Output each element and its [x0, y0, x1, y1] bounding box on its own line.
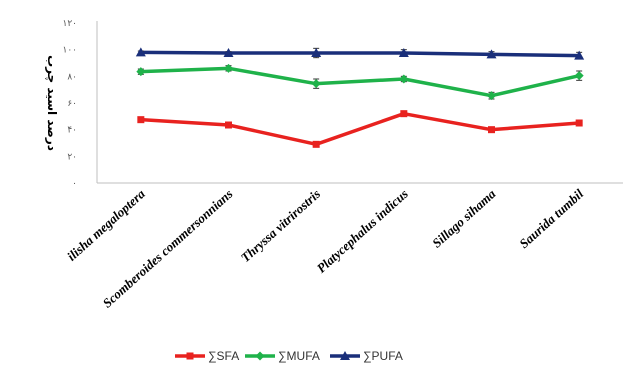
- x-tick-label: Saurida tumbil: [516, 186, 586, 251]
- data-point-pufa: [398, 48, 409, 57]
- data-point-pufa: [135, 47, 146, 57]
- legend-label: ∑MUFA: [278, 349, 320, 363]
- data-point-mufa: [136, 67, 146, 77]
- data-point-pufa: [311, 48, 322, 57]
- data-point-sfa: [312, 140, 320, 148]
- series-line-sfa: [139, 111, 581, 147]
- y-tick-label: ۱۲۰: [62, 19, 77, 29]
- series-mufa: [136, 63, 584, 101]
- y-axis-label: درصد اسید چرب: [45, 55, 59, 151]
- data-point-sfa: [575, 119, 583, 127]
- x-tick-label: Platycephalus indicus: [314, 186, 411, 276]
- data-point-pufa: [574, 50, 585, 60]
- data-point-sfa: [400, 110, 408, 118]
- legend-item-pufa: ∑PUFA: [330, 349, 403, 363]
- data-point-mufa: [399, 74, 409, 84]
- chart-legend: ∑SFA ∑MUFA ∑PUFA: [175, 349, 403, 363]
- legend-item-mufa: ∑MUFA: [245, 349, 320, 363]
- data-point-pufa: [223, 48, 234, 57]
- legend-item-sfa: ∑SFA: [175, 349, 239, 363]
- series-line-mufa: [139, 66, 581, 98]
- data-point-pufa: [486, 49, 497, 59]
- y-tick-label: ۲۰: [67, 152, 77, 162]
- data-point-mufa: [574, 71, 584, 81]
- x-tick-label: ilisha megaloptera: [64, 186, 148, 264]
- series-line-pufa: [139, 50, 581, 58]
- y-tick-label: ۸۰: [67, 72, 77, 82]
- y-tick-labels: ۰ ۲۰ ۴۰ ۶۰ ۸۰ ۱۰۰ ۱۲۰: [62, 19, 77, 189]
- legend-swatch-marker: [186, 352, 194, 360]
- legend-swatch-marker: [255, 351, 265, 361]
- legend-swatch-marker: [340, 351, 350, 360]
- chart-series: [135, 47, 585, 148]
- chart-axes: [96, 21, 623, 184]
- data-point-mufa: [224, 63, 233, 73]
- data-point-sfa: [225, 121, 232, 129]
- y-tick-label: ۴۰: [67, 126, 77, 136]
- x-tick-label: Sillago sihama: [429, 186, 499, 251]
- data-point-sfa: [137, 116, 145, 124]
- y-tick-label: ۱۰۰: [62, 46, 77, 56]
- series-pufa: [135, 47, 585, 60]
- y-tick-label: ۶۰: [67, 99, 77, 109]
- legend-label: ∑PUFA: [363, 349, 403, 363]
- data-point-mufa: [487, 91, 496, 101]
- series-sfa: [137, 110, 583, 148]
- y-tick-label: ۰: [72, 179, 77, 189]
- x-tick-label: Thryssa vitrirostris: [238, 186, 323, 265]
- legend-label: ∑SFA: [208, 349, 239, 363]
- data-point-mufa: [311, 79, 321, 89]
- data-point-sfa: [488, 126, 495, 134]
